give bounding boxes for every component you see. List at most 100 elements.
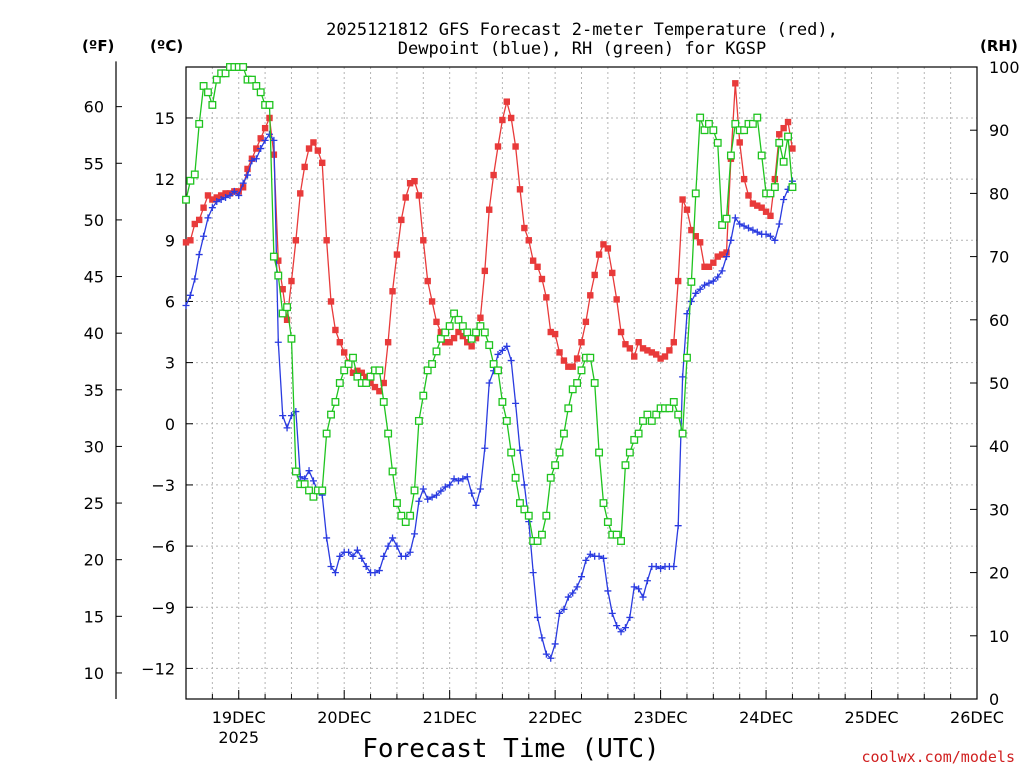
rh-point	[182, 195, 190, 204]
fahrenheit-tick-label: 55	[84, 154, 104, 173]
rh-point	[674, 410, 683, 419]
dewpoint-point	[775, 220, 783, 228]
dewpoint-point	[630, 583, 638, 591]
chart-title-line2: Dewpoint (blue), RH (green) for KGSP	[398, 39, 766, 59]
rh-point	[779, 157, 788, 166]
dewpoint-point	[564, 593, 572, 601]
dewpoint-point	[744, 224, 752, 232]
dewpoint-point	[740, 222, 748, 230]
dewpoint-point	[195, 251, 203, 259]
temperature-point	[591, 271, 598, 279]
fahrenheit-tick-label: 15	[84, 607, 104, 626]
rh-point	[634, 429, 643, 438]
rh-point	[757, 151, 766, 160]
dewpoint-point	[476, 485, 484, 493]
temperature-point	[314, 147, 322, 154]
temperature-point	[204, 192, 212, 199]
temperature-point	[455, 328, 462, 336]
temperature-point	[468, 343, 475, 350]
dewpoint-point	[345, 548, 353, 556]
rh-point	[476, 322, 485, 331]
dewpoint-point	[613, 622, 621, 630]
temperature-point	[283, 316, 291, 323]
rh-point	[788, 183, 797, 192]
temperature-point	[481, 267, 489, 275]
dewpoint-point	[643, 577, 651, 585]
dewpoint-point	[200, 232, 208, 240]
temperature-point	[670, 339, 677, 346]
dewpoint-point	[222, 193, 230, 201]
rh-series	[182, 63, 797, 545]
temperature-point	[696, 239, 704, 246]
temperature-point	[710, 259, 717, 266]
temperature-point	[332, 326, 339, 334]
rh-point	[722, 214, 731, 223]
rh-point	[621, 461, 630, 470]
rh-point	[599, 499, 608, 508]
dewpoint-point	[608, 609, 616, 617]
x-axis-label: Forecast Time (UTC)	[362, 734, 659, 764]
source-credit: coolwx.com/models	[861, 748, 1015, 766]
temperature-point	[450, 334, 458, 342]
rh-point	[603, 518, 612, 526]
temperature-point	[617, 328, 625, 336]
dewpoint-point	[349, 552, 357, 560]
rh-point	[190, 170, 199, 179]
temperature-point	[362, 373, 370, 381]
rh-point	[450, 309, 459, 318]
celsius-tick-label: 15	[155, 109, 175, 128]
temperature-point	[257, 135, 264, 142]
temperature-point	[442, 339, 449, 346]
rh-point	[283, 303, 292, 312]
temperature-point	[310, 139, 317, 146]
dewpoint-point	[520, 481, 528, 489]
temperature-point	[688, 226, 695, 234]
rh-point	[586, 353, 595, 362]
rh-point	[704, 119, 713, 128]
dewpoint-point	[604, 587, 612, 595]
temperature-point	[732, 80, 739, 87]
temperature-point	[600, 241, 607, 248]
rh-point	[186, 176, 195, 185]
temperature-point	[578, 339, 585, 346]
rh-point	[331, 398, 340, 406]
dewpoint-point	[384, 542, 392, 550]
temperature-point	[683, 206, 691, 213]
dewpoint-point	[657, 565, 665, 573]
temperature-point	[573, 355, 581, 362]
temperature-point	[472, 334, 480, 342]
temperature-point	[389, 288, 396, 295]
dewpoint-point	[191, 275, 199, 283]
rh-tick-label: 80	[989, 184, 1009, 203]
rh-point	[212, 75, 221, 84]
rh-point	[533, 537, 542, 545]
temperature-point	[433, 318, 440, 326]
temperature-point	[679, 196, 686, 203]
rh-point	[639, 416, 647, 425]
rh-point	[617, 537, 625, 545]
dewpoint-point	[270, 136, 278, 144]
rh-point	[568, 385, 577, 394]
dewpoint-point	[424, 495, 432, 503]
dewpoint-point	[749, 226, 757, 234]
temperature-point	[609, 269, 616, 277]
temperature-point	[635, 339, 642, 346]
rh-point	[305, 486, 313, 495]
temperature-point	[534, 263, 541, 270]
dewpoint-point	[556, 609, 564, 617]
dewpoint-point	[463, 473, 471, 481]
temperature-point	[217, 192, 225, 199]
rh-point	[687, 277, 696, 286]
dewpoint-point	[380, 552, 388, 560]
dewpoint-point	[358, 554, 366, 562]
rh-point	[472, 328, 480, 337]
rh-point	[577, 366, 586, 375]
temperature-point	[543, 294, 550, 301]
dewpoint-point	[573, 583, 581, 591]
dewpoint-point	[283, 424, 291, 432]
tick-labels: 15129630−3−6−9−1260555045403530252015101…	[84, 58, 1020, 747]
dewpoint-point	[327, 562, 335, 570]
rh-point	[204, 88, 212, 97]
dewpoint-point	[415, 497, 423, 505]
